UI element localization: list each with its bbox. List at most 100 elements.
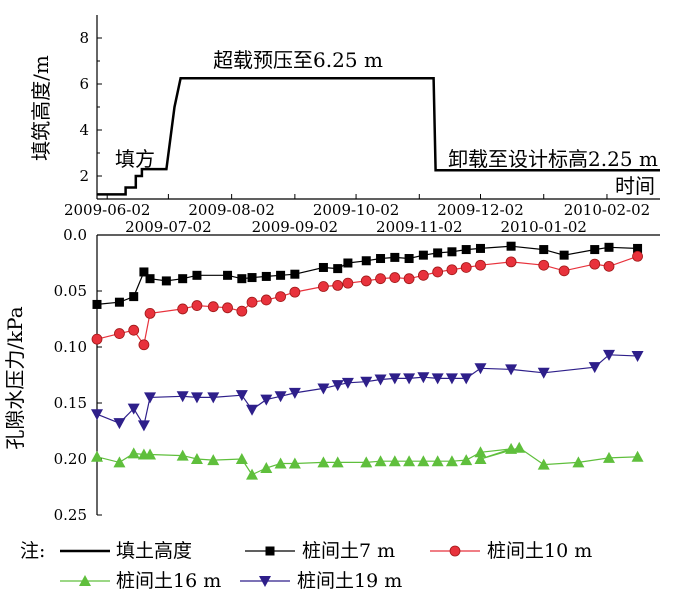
data-point-triangle-down [260,394,273,406]
data-point-triangle-up [235,453,248,464]
x-tick-label-row2: 2009-07-02 [125,218,211,236]
x-tick-label-row1: 2009-06-02 [64,201,150,219]
data-point-circle [375,273,386,285]
x-tick-label-row2: 2009-09-02 [252,218,338,236]
data-point-triangle-up [207,454,220,466]
data-point-triangle-down [474,363,487,375]
data-point-square [633,243,643,253]
data-point-circle [191,300,203,311]
top-y-axis-title: 填筑高度/m [29,55,53,161]
legend-label-triangle-up: 桩间土16 m [116,570,221,592]
legend-label-fill-height: 填土高度 [116,540,192,562]
data-point-circle [260,294,272,306]
data-point-triangle-down [235,390,248,402]
x-tick-label-row1: 2009-10-02 [313,201,399,219]
legend-prefix: 注: [20,540,45,562]
data-point-square [237,274,247,284]
top-y-tick-label: 6 [79,75,89,93]
data-point-triangle-up [403,455,416,467]
series-triangle-up [91,441,644,480]
data-point-triangle-down [388,373,401,385]
pore-pressure-series [91,241,644,480]
data-point-square [192,270,202,280]
data-point-circle [246,296,258,308]
bottom-panel-axes [96,234,660,515]
data-point-circle [332,279,344,291]
data-point-triangle-down [288,387,301,399]
data-point-triangle-down [374,374,387,386]
data-point-triangle-up [474,446,487,458]
data-point-triangle-down [127,403,140,415]
data-point-triangle-up [113,456,126,468]
top-y-tick-label: 8 [79,29,89,47]
annotation-surcharge: 超载预压至6.25 m [213,48,383,72]
data-point-square [92,299,102,309]
data-point-square [129,292,139,302]
data-point-triangle-down [176,391,189,403]
data-point-triangle-down [137,420,150,432]
data-point-triangle-down [246,404,259,416]
legend-label-circle: 桩间土10 m [487,540,592,562]
data-point-triangle-down [588,362,601,374]
data-point-square [447,247,457,257]
bottom-panel-ticks: 0.0 0.05 0.10 0.15 0.20 0.25 孔隙水压力/kPa [3,226,102,524]
data-point-triangle-up [474,453,487,464]
data-point-triangle-down [417,372,430,384]
data-point-triangle-up [374,455,387,467]
data-point-circle [460,262,472,273]
data-point-triangle-up [176,449,189,461]
data-point-circle [432,266,444,278]
data-point-triangle-up [603,451,616,463]
data-point-circle [318,281,329,292]
bottom-y-tick-label: 0.0 [63,226,87,244]
data-point-triangle-down [207,392,220,404]
data-point-triangle-up [537,458,550,470]
data-point-triangle-down [631,350,644,362]
series-line [96,354,638,427]
legend-label-square: 桩间土7 m [302,540,395,562]
data-point-circle [417,269,429,281]
data-point-square [114,297,124,307]
data-point-square [604,242,614,252]
x-tick-label-row1: 2009-08-02 [188,201,274,219]
data-point-circle [289,286,301,298]
data-point-triangle-down [331,380,344,392]
data-point-square [223,270,233,280]
series-circle [91,250,643,351]
series-triangle-down [91,349,644,432]
data-point-triangle-up [260,461,273,473]
data-point-circle [114,328,125,339]
bottom-y-axis-title: 孔隙水压力/kPa [3,306,27,449]
data-point-square [390,252,400,262]
data-point-square [433,248,443,258]
annotation-fill: 填方 [115,147,155,171]
data-point-triangle-up [144,448,157,460]
data-point-square [418,250,428,260]
data-point-triangle-up [417,455,430,467]
data-point-square [361,256,371,266]
data-point-triangle-up [513,441,526,453]
x-axis-title: 时间 [615,174,655,198]
data-point-triangle-up [505,442,518,454]
data-point-circle [475,259,486,271]
data-point-triangle-down [360,376,373,388]
data-point-triangle-down [505,364,518,376]
data-point-triangle-up [288,457,301,469]
data-point-triangle-up [388,455,401,467]
data-point-circle [558,265,570,277]
data-point-square [261,271,271,281]
data-point-square [590,245,600,255]
data-point-triangle-down [341,377,354,389]
data-point-square [343,258,353,268]
data-point-circle [603,260,615,272]
data-point-circle [449,545,461,557]
annotation-unload: 卸载至设计标高2.25 m [448,147,658,171]
bottom-y-tick-label: 0.10 [54,338,87,356]
data-point-triangle-down [445,373,458,385]
data-point-circle [389,272,401,283]
data-point-square [506,241,516,251]
data-point-square [247,273,257,283]
data-point-circle [446,264,458,276]
